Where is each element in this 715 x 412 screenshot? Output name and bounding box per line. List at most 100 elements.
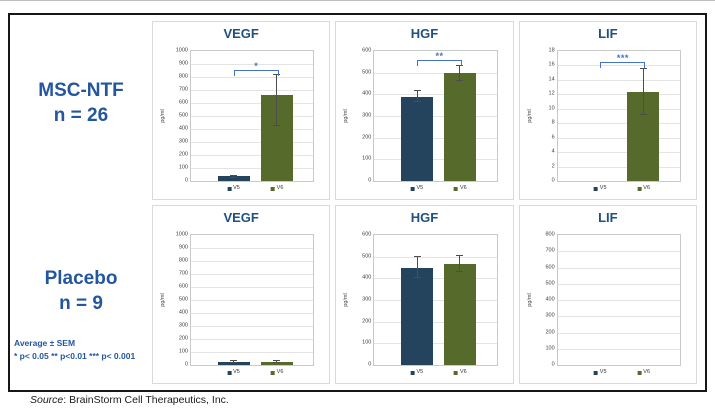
error-bar-line bbox=[233, 360, 235, 364]
chart-panel-placebo-hgf: HGF pg/ml 0 100 200 300 400 500 600 V5 V6 bbox=[335, 205, 514, 384]
gridline bbox=[557, 108, 680, 110]
error-bar-cap-bottom bbox=[413, 277, 421, 279]
y-tick-label: 100 bbox=[362, 155, 372, 162]
group-label-placebo: Placebo n = 9 bbox=[10, 267, 152, 316]
green-square-icon bbox=[637, 370, 642, 375]
gridline bbox=[557, 348, 680, 350]
x-category-label: V6 bbox=[459, 369, 467, 375]
significance-stars: ** bbox=[435, 51, 444, 62]
y-tick-label: 700 bbox=[545, 247, 555, 254]
gridline bbox=[557, 300, 680, 301]
x-category-label: V5 bbox=[416, 185, 424, 191]
y-tick-label: 16 bbox=[548, 61, 555, 68]
error-bar-cap-bottom bbox=[230, 176, 238, 178]
chart-area: pg/ml 0 100 200 300 400 500 600 700 800 900 1000 bbox=[160, 232, 315, 367]
y-tick-label: 500 bbox=[362, 68, 372, 75]
error-bar-line bbox=[459, 64, 461, 81]
green-square-icon bbox=[453, 370, 458, 375]
x-axis-legend: V5 V6 bbox=[557, 368, 681, 380]
legend-entry-v6: V6 bbox=[453, 369, 467, 376]
gridline bbox=[191, 129, 314, 130]
y-tick-label: 300 bbox=[178, 138, 188, 145]
chart-title: VEGF bbox=[223, 210, 259, 225]
error-bar-line bbox=[459, 254, 461, 273]
y-tick-label: 6 bbox=[551, 133, 555, 140]
bar-v5 bbox=[401, 96, 434, 181]
gridline bbox=[374, 321, 497, 323]
y-tick-label: 700 bbox=[178, 86, 188, 93]
blue-square-icon bbox=[410, 370, 415, 375]
legend-entry-v5: V5 bbox=[593, 185, 607, 192]
blue-square-icon bbox=[593, 186, 598, 191]
x-axis-legend: V5 V6 bbox=[373, 368, 497, 380]
y-axis-label: pg/ml bbox=[160, 109, 166, 123]
gridline bbox=[557, 94, 680, 96]
significance-bracket: ** bbox=[417, 52, 462, 67]
y-tick-label: 1000 bbox=[175, 47, 188, 54]
bar-v6 bbox=[444, 263, 476, 365]
gridline bbox=[374, 343, 497, 345]
legend-entry-v6: V6 bbox=[637, 185, 651, 192]
x-axis-legend: V5 V6 bbox=[373, 184, 497, 196]
blue-square-icon bbox=[227, 186, 232, 191]
gridline bbox=[191, 64, 314, 65]
significance-stars: *** bbox=[616, 52, 629, 63]
slide-frame: MSC-NTF n = 26 Placebo n = 9 Average ± S… bbox=[8, 13, 707, 392]
error-bar-cap-top bbox=[230, 175, 238, 177]
note-p-values: * p< 0.05 ** p<0.01 *** p< 0.001 bbox=[14, 350, 136, 361]
y-tick-label: 500 bbox=[362, 252, 372, 259]
y-tick-label: 300 bbox=[362, 296, 372, 303]
y-tick-label: 600 bbox=[362, 47, 372, 54]
error-bar-line bbox=[416, 90, 418, 103]
y-tick-label: 10 bbox=[548, 105, 555, 112]
gridline bbox=[191, 287, 314, 288]
error-bar-cap-bottom bbox=[456, 79, 464, 81]
y-tick-label: 500 bbox=[178, 112, 188, 119]
group-name-placebo: Placebo bbox=[44, 268, 118, 289]
significance-bracket: * bbox=[233, 61, 279, 76]
y-tick-label: 600 bbox=[362, 231, 372, 238]
bar-v5 bbox=[217, 176, 250, 181]
y-tick-label: 0 bbox=[184, 361, 188, 368]
y-axis-label: pg/ml bbox=[526, 293, 533, 307]
note-average-sem: Average ± SEM bbox=[14, 338, 76, 348]
green-square-icon bbox=[637, 186, 642, 191]
y-tick-label: 12 bbox=[548, 90, 555, 97]
green-square-icon bbox=[270, 186, 275, 191]
y-tick-label: 900 bbox=[178, 60, 188, 67]
bar-v6 bbox=[444, 72, 476, 181]
gridline bbox=[374, 159, 497, 161]
x-category-label: V5 bbox=[416, 369, 424, 375]
y-tick-label: 100 bbox=[362, 339, 372, 346]
gridline bbox=[557, 123, 680, 125]
gridline bbox=[557, 79, 680, 81]
error-bar-cap-top bbox=[413, 90, 421, 92]
error-bar-cap-bottom bbox=[230, 362, 238, 364]
y-tick-label: 18 bbox=[548, 47, 555, 54]
legend-entry-v6: V6 bbox=[270, 185, 284, 192]
gridline bbox=[191, 168, 314, 169]
chart-area: pg/ml 0 100 200 300 400 500 600 700 800 bbox=[527, 232, 681, 367]
statistics-note: Average ± SEM * p< 0.05 ** p<0.01 *** p<… bbox=[14, 337, 135, 363]
chart-title: LIF bbox=[598, 26, 618, 41]
y-tick-label: 0 bbox=[551, 361, 555, 368]
error-bar-line bbox=[642, 68, 644, 115]
x-category-label: V6 bbox=[643, 185, 651, 191]
y-tick-label: 400 bbox=[178, 309, 188, 316]
gridline bbox=[557, 332, 680, 334]
plot-area: 0 2 4 6 8 10 12 14 16 18 *** bbox=[549, 48, 681, 183]
gridline bbox=[557, 267, 680, 269]
x-category-label: V5 bbox=[233, 185, 240, 191]
x-category-label: V6 bbox=[276, 185, 284, 191]
chart-panel-msc-ntf-lif: LIF pg/ml 0 2 4 6 8 10 12 14 16 18 *** V5 V6 bbox=[518, 21, 697, 200]
y-tick-label: 0 bbox=[368, 177, 372, 184]
y-tick-label: 100 bbox=[545, 345, 555, 351]
y-tick-label: 200 bbox=[178, 335, 188, 342]
y-axis-label: pg/ml bbox=[160, 293, 166, 307]
group-n-placebo: n = 9 bbox=[59, 292, 103, 314]
error-bar-line bbox=[276, 360, 278, 364]
error-bar-cap-bottom bbox=[456, 271, 464, 273]
source-line: Source: BrainStorm Cell Therapeutics, In… bbox=[30, 394, 229, 406]
chart-area: pg/ml 0 100 200 300 400 500 600 bbox=[343, 232, 498, 367]
x-category-label: V5 bbox=[599, 185, 607, 191]
